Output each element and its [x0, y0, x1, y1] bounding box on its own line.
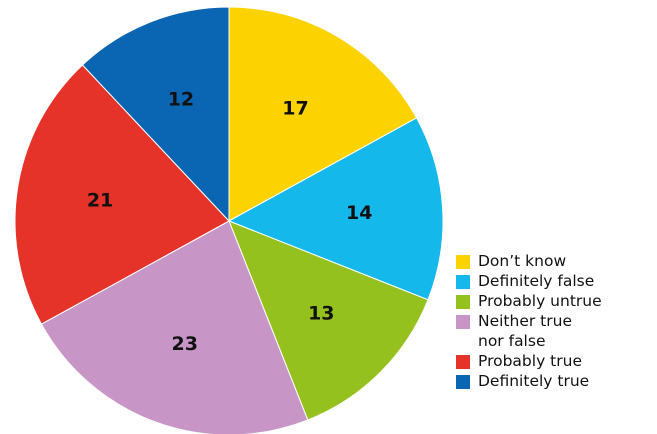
legend-label: Neither true nor false [478, 312, 572, 350]
legend-label: Definitely true [478, 372, 590, 390]
pie-slice-value-label: 17 [282, 98, 308, 120]
pie-slice-labels: 17 14 13 23 21 12 [87, 89, 373, 355]
pie-slice-value-label: 14 [346, 202, 372, 224]
pie-slice-probably-untrue [228, 220, 429, 421]
legend-swatch [456, 355, 470, 369]
legend-label: Probably untrue [478, 292, 602, 310]
legend-item-dont-know: Don’t know [456, 251, 654, 271]
pie-slice-don-t-know [228, 6, 418, 222]
legend-swatch [456, 315, 470, 329]
pie-slice-value-label: 21 [87, 190, 113, 212]
legend-item-probably-true: Probably true [456, 351, 654, 371]
legend-item-definitely-true: Definitely true [456, 371, 654, 391]
pie-slice-definitely-false [227, 117, 444, 301]
legend-item-neither-true-nor-false: Neither true nor false [456, 311, 654, 351]
legend-swatch [456, 375, 470, 389]
pie-slice-definitely-true [81, 6, 230, 223]
legend-swatch [456, 255, 470, 269]
pie-slice-probably-true [14, 64, 230, 325]
legend-label: Definitely false [478, 272, 595, 290]
legend-item-probably-untrue: Probably untrue [456, 291, 654, 311]
legend-label: Don’t know [478, 252, 567, 270]
legend: Don’t know Definitely false Probably unt… [456, 251, 654, 391]
pie-slice-value-label: 13 [308, 302, 334, 324]
legend-swatch [456, 275, 470, 289]
legend-label: Probably true [478, 352, 582, 370]
pie-slice-value-label: 12 [168, 89, 194, 111]
pie-slices [14, 6, 444, 434]
pie-slice-neither-true-nor-false [40, 220, 309, 434]
legend-swatch [456, 295, 470, 309]
pie-slice-value-label: 23 [172, 333, 198, 355]
legend-item-definitely-false: Definitely false [456, 271, 654, 291]
